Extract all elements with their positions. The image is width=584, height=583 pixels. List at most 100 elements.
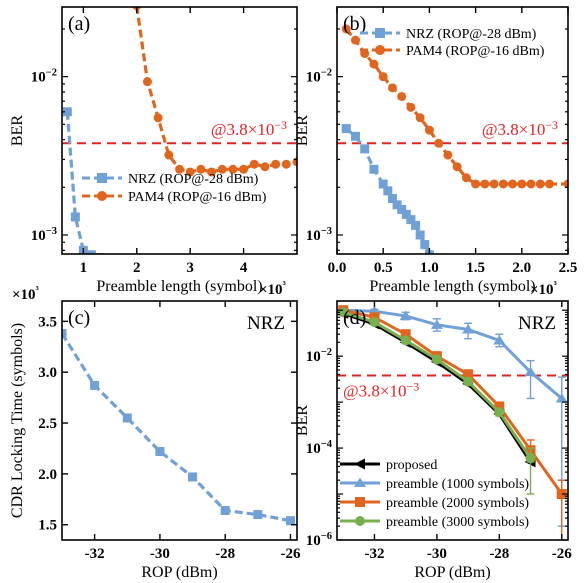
x-tick-label: -30: [427, 546, 447, 562]
data-point: [62, 107, 72, 117]
plot-area-2: [62, 329, 295, 526]
data-point: [397, 91, 407, 101]
data-point: [228, 164, 238, 174]
data-point: [452, 162, 462, 172]
plot-area-1: [341, 24, 568, 275]
data-point: [175, 260, 184, 269]
panel-label: (a): [68, 13, 90, 35]
data-point: [430, 319, 443, 329]
legend-label: preamble (1000 symbols): [386, 477, 529, 492]
legend-marker: [375, 45, 385, 55]
x-multiplier: ×10³: [259, 280, 286, 298]
threshold-label: @3.8×10−3: [211, 118, 287, 139]
data-point: [434, 138, 444, 148]
threshold-label: @3.8×10−3: [343, 379, 419, 400]
series-line-0: [65, 111, 94, 254]
data-point: [387, 194, 397, 204]
data-point: [249, 159, 259, 169]
data-point: [400, 329, 411, 340]
y-tick-label: 10−2: [306, 68, 332, 86]
data-point: [341, 24, 351, 34]
data-point: [164, 150, 174, 160]
data-point: [387, 83, 397, 93]
data-point: [281, 159, 291, 169]
x-tick-label: 0.0: [328, 260, 347, 276]
y-tick-label: 2.0: [38, 467, 57, 483]
data-point: [471, 179, 481, 189]
x-axis-label: ROP (dBm): [141, 564, 217, 581]
panel-3: -32 -30 -28 -26 10−2 10−4 10−6 ROP (dBm) BER (d) N…: [294, 300, 572, 581]
panel-1: 0.0 0.5 1.0 1.5 2.0 2.5 10−2 10−3 Preamble lengt…: [294, 6, 577, 298]
data-point: [392, 200, 402, 210]
data-point: [411, 220, 421, 230]
x-tick-label: 1: [80, 260, 88, 276]
legend-label: preamble (2000 symbols): [386, 496, 529, 511]
data-point: [151, 258, 160, 267]
data-point: [378, 179, 388, 189]
x-axis-label: ROP (dBm): [414, 564, 490, 581]
panel-0: 1 2 3 4 10−2 10−3 Preamble length (symbol) BER (…: [9, 6, 298, 298]
x-tick-label: 3: [186, 260, 194, 276]
x-tick-label: -32: [85, 546, 105, 562]
y-axis-label: BER: [9, 115, 26, 146]
data-point: [285, 516, 295, 526]
data-point: [369, 317, 380, 328]
legend-marker: [97, 173, 107, 183]
y-tick-label: 10−6: [306, 531, 332, 549]
panel-annotation: NRZ: [518, 313, 556, 334]
data-point: [271, 159, 281, 169]
data-point: [494, 401, 505, 412]
legend-label: preamble (3000 symbols): [386, 515, 529, 530]
y-tick-label: 10−4: [306, 439, 333, 457]
data-point: [378, 72, 388, 82]
x-tick-label: 2.0: [512, 260, 531, 276]
series-line-2: [342, 308, 563, 495]
data-point: [462, 324, 475, 334]
data-point: [62, 329, 67, 339]
data-point: [480, 179, 490, 189]
y-tick-label: 10−2: [306, 347, 332, 365]
series-line-1: [345, 27, 568, 186]
data-point: [369, 59, 379, 69]
data-point: [185, 167, 195, 177]
x-tick-label: -28: [489, 546, 509, 562]
data-point: [397, 204, 407, 214]
threshold-label: @3.8×10−3: [482, 118, 558, 139]
plot-area-3: [337, 304, 568, 540]
data-point: [415, 113, 425, 123]
legend-marker: [354, 458, 365, 470]
data-point: [526, 179, 536, 189]
data-point: [494, 407, 505, 418]
panel-label: (c): [68, 307, 90, 329]
data-point: [188, 472, 198, 482]
x-tick-label: -32: [364, 546, 384, 562]
data-point: [463, 369, 474, 380]
data-point: [415, 230, 425, 240]
data-point: [556, 489, 567, 500]
panel-label: (d): [343, 307, 366, 329]
x-tick-label: -26: [280, 546, 300, 562]
data-point: [103, 255, 112, 264]
y-tick-label: 10−3: [306, 226, 332, 244]
legend-marker: [97, 191, 107, 201]
data-point: [493, 335, 506, 345]
axes-frame: [336, 6, 569, 255]
x-tick-label: -26: [552, 546, 572, 562]
data-point: [155, 447, 165, 457]
data-point: [406, 102, 416, 112]
data-point: [453, 266, 462, 275]
data-point: [196, 164, 206, 174]
data-point: [360, 144, 370, 154]
x-tick-label: 1.5: [466, 260, 485, 276]
x-axis-label: Preamble length (symbol): [369, 278, 535, 295]
series-line-0: [62, 332, 291, 523]
data-point: [167, 259, 176, 268]
data-point: [524, 366, 537, 377]
data-point: [159, 258, 168, 267]
data-point: [350, 131, 360, 141]
data-point: [207, 167, 217, 177]
data-point: [70, 212, 80, 222]
x-multiplier: ×10³: [530, 280, 557, 298]
data-point: [369, 164, 379, 174]
